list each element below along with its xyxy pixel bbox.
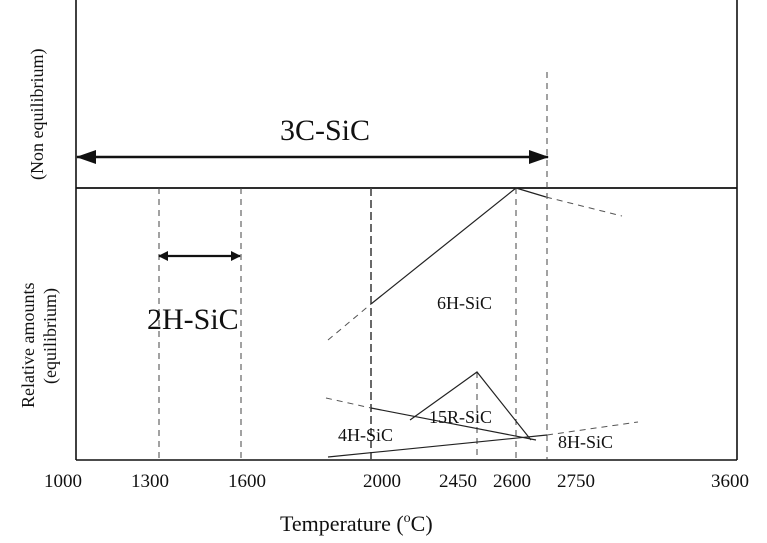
curve-6h-sic-rise [370,187,517,305]
label-3c-sic: 3C-SiC [280,114,370,147]
lower-panel-label-line2: (equilibrium) [40,288,61,384]
label-6h-sic: 6H-SiC [437,293,492,313]
curve-8h-sic-extrapolated [546,421,639,436]
tick-label-1300: 1300 [131,471,169,492]
x-axis-unit: C) [411,511,433,536]
curve-6h-sic-extrapolated [327,303,372,341]
lower-panel-label-line1: Relative amounts [18,283,38,408]
label-4h-sic: 4H-SiC [338,425,393,445]
x-axis-unit-superscript: o [404,511,411,526]
curve-15r-sic [409,371,532,441]
curve-8h-sic [327,434,548,458]
x-axis-title-text: Temperature ( [280,511,404,536]
tick-label-1600: 1600 [228,471,266,492]
tick-label-2450: 2450 [439,471,477,492]
label-15r-sic: 15R-SiC [429,407,492,427]
tick-label-3600: 3600 [711,471,749,492]
curve-4h-sic-extrapolated [325,397,372,409]
curve-4h-sic [370,407,537,441]
x-axis-title: Temperature (oC) [280,511,433,536]
tick-label-2750: 2750 [557,471,595,492]
label-8h-sic: 8H-SiC [558,432,613,452]
tick-label-2000: 2000 [363,471,401,492]
curve-6h-sic-fall-extrapolated [545,196,623,217]
upper-panel-label: (Non equilibrium) [27,49,48,180]
tick-label-2600: 2600 [493,471,531,492]
label-2h-sic: 2H-SiC [147,303,239,336]
curve-6h-sic-fall [515,187,547,198]
tick-label-1000: 1000 [44,471,82,492]
